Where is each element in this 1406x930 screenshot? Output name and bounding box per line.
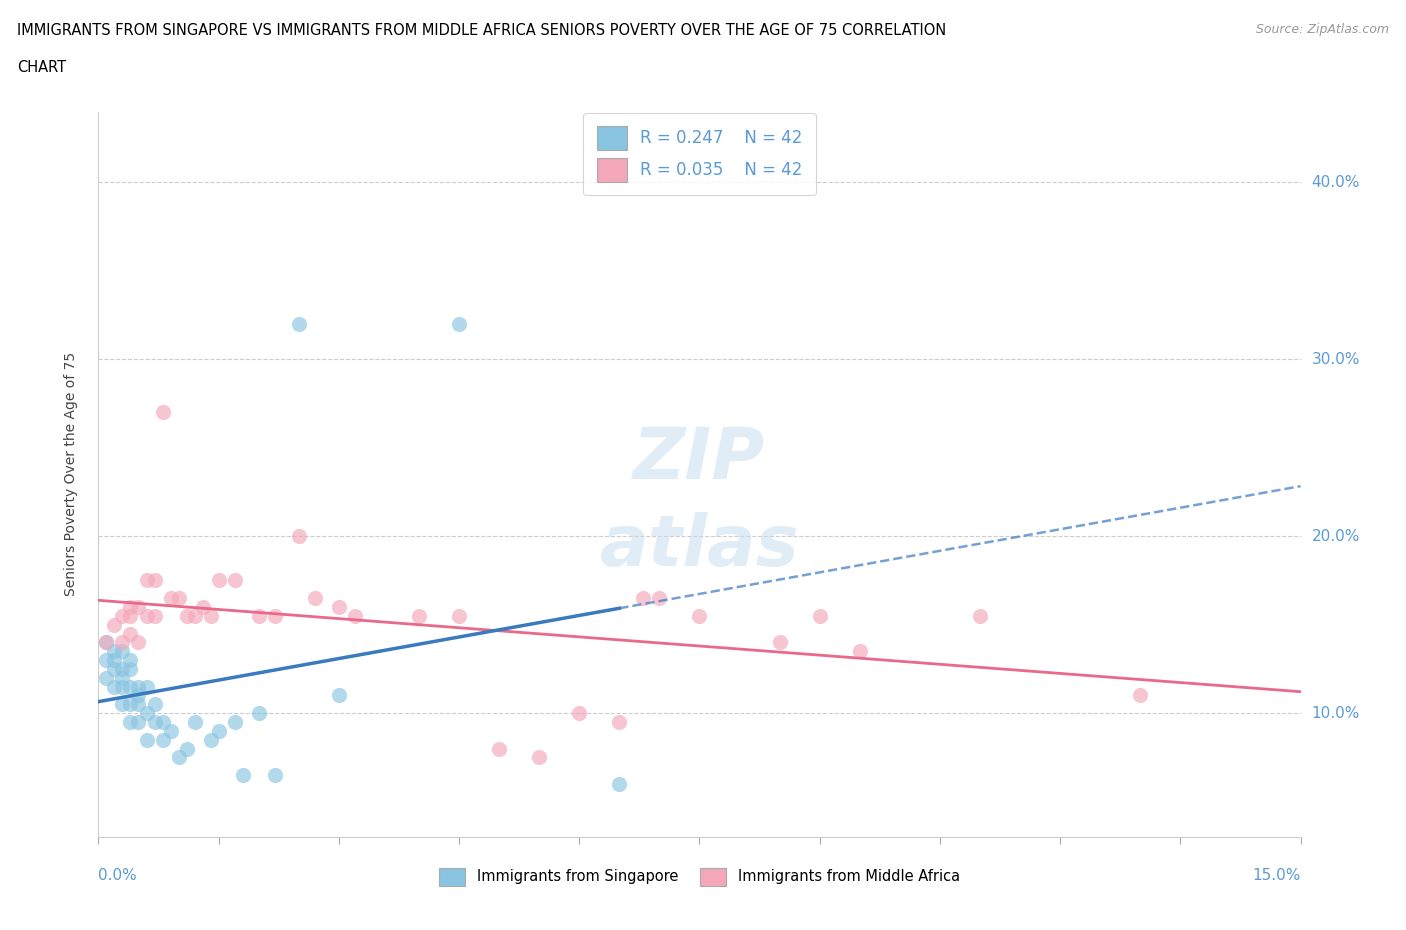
Point <box>232 767 254 782</box>
Point <box>247 608 270 623</box>
Point <box>103 653 125 668</box>
Point <box>152 405 174 419</box>
Point <box>143 573 166 588</box>
Point <box>688 608 710 623</box>
Point <box>111 644 134 658</box>
Point <box>191 600 214 615</box>
Point <box>103 661 125 676</box>
Point <box>208 573 231 588</box>
Point <box>808 608 831 623</box>
Point <box>328 600 350 615</box>
Text: 20.0%: 20.0% <box>1312 529 1360 544</box>
Point <box>96 635 118 650</box>
Point <box>208 724 231 738</box>
Text: IMMIGRANTS FROM SINGAPORE VS IMMIGRANTS FROM MIDDLE AFRICA SENIORS POVERTY OVER : IMMIGRANTS FROM SINGAPORE VS IMMIGRANTS … <box>17 23 946 38</box>
Point <box>103 679 125 694</box>
Point <box>224 573 246 588</box>
Point <box>288 316 311 331</box>
Point <box>143 608 166 623</box>
Point <box>120 626 142 641</box>
Point <box>135 573 157 588</box>
Point <box>288 529 311 544</box>
Point <box>128 697 150 711</box>
Point <box>128 714 150 729</box>
Text: 40.0%: 40.0% <box>1312 175 1360 190</box>
Point <box>128 679 150 694</box>
Text: Source: ZipAtlas.com: Source: ZipAtlas.com <box>1256 23 1389 36</box>
Point <box>120 608 142 623</box>
Legend: Immigrants from Singapore, Immigrants from Middle Africa: Immigrants from Singapore, Immigrants fr… <box>433 862 966 891</box>
Point <box>447 316 470 331</box>
Point <box>111 661 134 676</box>
Point <box>176 608 198 623</box>
Point <box>103 618 125 632</box>
Point <box>96 671 118 685</box>
Point <box>768 635 790 650</box>
Text: 0.0%: 0.0% <box>98 868 138 883</box>
Point <box>408 608 430 623</box>
Point <box>120 679 142 694</box>
Point <box>120 661 142 676</box>
Point <box>111 679 134 694</box>
Point <box>568 706 591 721</box>
Point <box>609 714 631 729</box>
Point <box>488 741 510 756</box>
Point <box>143 714 166 729</box>
Point <box>159 724 181 738</box>
Point <box>224 714 246 729</box>
Point <box>263 608 285 623</box>
Point <box>135 706 157 721</box>
Text: 15.0%: 15.0% <box>1253 868 1301 883</box>
Point <box>152 732 174 747</box>
Point <box>633 591 655 605</box>
Point <box>648 591 671 605</box>
Point <box>200 732 222 747</box>
Point <box>183 714 205 729</box>
Point <box>183 608 205 623</box>
Point <box>529 750 551 764</box>
Point <box>135 679 157 694</box>
Point <box>609 777 631 791</box>
Point <box>152 714 174 729</box>
Text: CHART: CHART <box>17 60 66 75</box>
Point <box>143 697 166 711</box>
Point <box>247 706 270 721</box>
Point <box>200 608 222 623</box>
Point <box>447 608 470 623</box>
Point <box>96 635 118 650</box>
Point <box>1129 688 1152 703</box>
Point <box>103 644 125 658</box>
Text: 10.0%: 10.0% <box>1312 706 1360 721</box>
Point <box>328 688 350 703</box>
Point <box>176 741 198 756</box>
Point <box>135 608 157 623</box>
Point <box>167 591 190 605</box>
Point <box>969 608 991 623</box>
Point <box>111 697 134 711</box>
Point <box>111 608 134 623</box>
Point <box>111 671 134 685</box>
Point <box>96 653 118 668</box>
Text: 30.0%: 30.0% <box>1312 352 1360 366</box>
Point <box>159 591 181 605</box>
Point <box>120 600 142 615</box>
Point <box>304 591 326 605</box>
Point <box>120 714 142 729</box>
Y-axis label: Seniors Poverty Over the Age of 75: Seniors Poverty Over the Age of 75 <box>63 352 77 596</box>
Point <box>128 635 150 650</box>
Point <box>849 644 872 658</box>
Point <box>111 635 134 650</box>
Point <box>120 697 142 711</box>
Point <box>128 600 150 615</box>
Text: atlas: atlas <box>599 512 800 581</box>
Text: ZIP: ZIP <box>633 425 766 494</box>
Point <box>120 653 142 668</box>
Point <box>343 608 366 623</box>
Point <box>167 750 190 764</box>
Point <box>263 767 285 782</box>
Point <box>128 688 150 703</box>
Point <box>135 732 157 747</box>
